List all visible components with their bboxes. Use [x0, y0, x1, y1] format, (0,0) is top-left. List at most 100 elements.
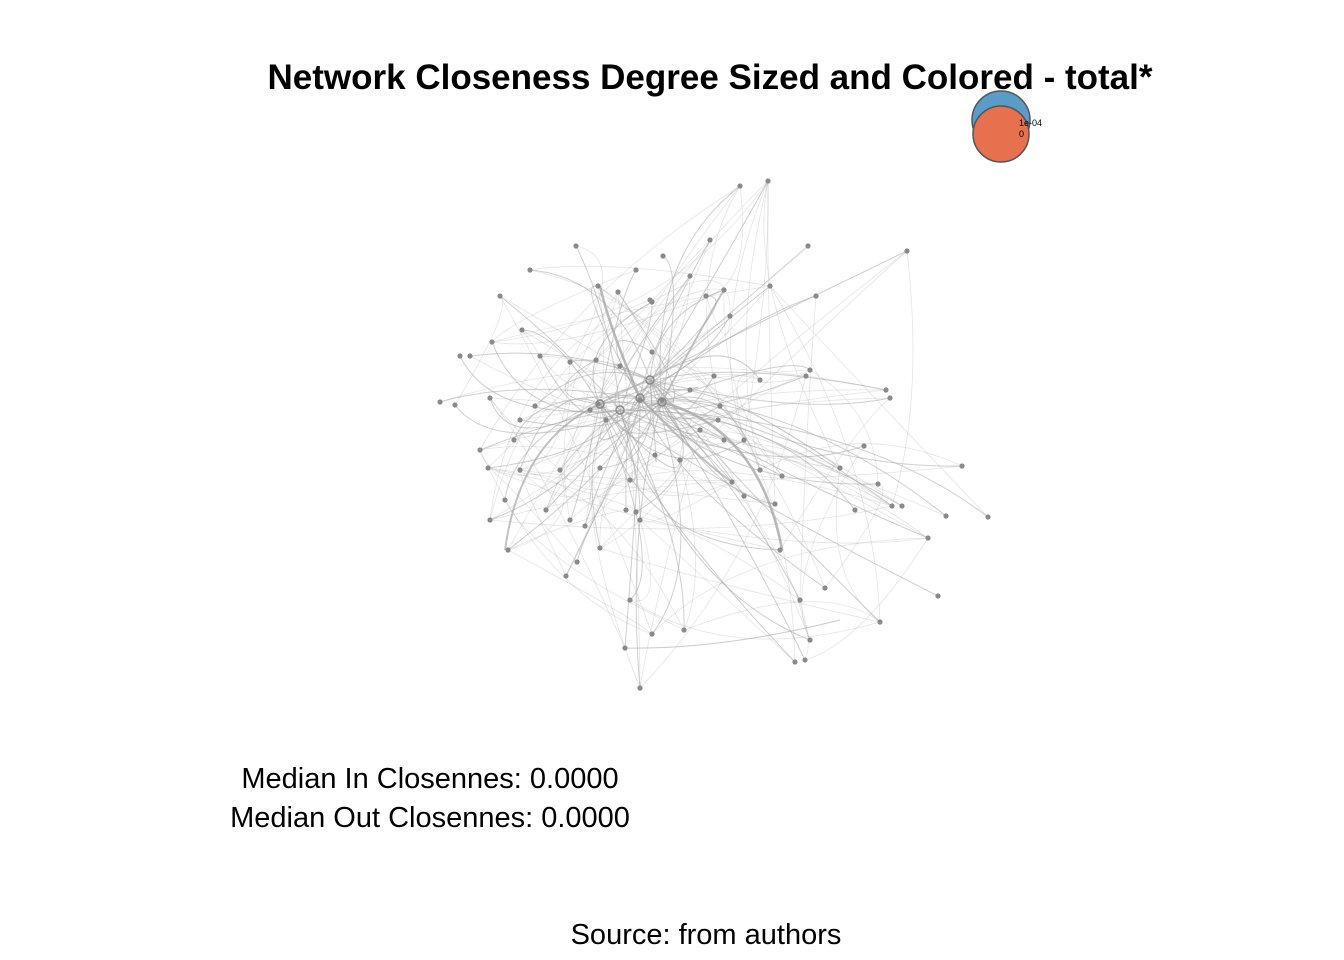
network-node: [899, 503, 905, 509]
network-node: [563, 573, 569, 579]
network-edge: [619, 409, 865, 458]
network-edge: [624, 397, 641, 649]
network-node: [511, 437, 517, 443]
network-edge: [519, 361, 571, 471]
network-edge: [599, 250, 908, 549]
network-node: [574, 559, 580, 565]
network-edge: [661, 401, 701, 435]
network-node: [527, 267, 533, 273]
network-node: [597, 545, 603, 551]
network-edge: [651, 279, 731, 317]
network-edge: [539, 355, 725, 441]
network-edge: [569, 359, 651, 381]
network-edge: [545, 419, 607, 511]
network-edge: [619, 409, 856, 511]
network-edge: [649, 295, 717, 381]
network-edge: [801, 445, 865, 641]
network-edge: [539, 355, 719, 421]
network-edge: [439, 366, 887, 403]
network-node: [792, 659, 798, 665]
network-node: [887, 395, 893, 401]
network-edge: [661, 255, 674, 403]
network-node: [627, 477, 633, 483]
network-edge: [651, 351, 903, 507]
network-node: [647, 297, 653, 303]
network-node: [883, 387, 889, 393]
network-edge: [563, 291, 619, 521]
network-node: [687, 387, 693, 393]
network-edge: [479, 449, 653, 635]
network-edge: [539, 355, 621, 419]
network-edge: [861, 483, 893, 507]
network-edge: [591, 409, 621, 549]
network-edge: [769, 285, 989, 518]
network-node: [737, 183, 743, 189]
network-node: [925, 535, 931, 541]
network-edge: [719, 405, 796, 663]
network-edge: [513, 396, 663, 441]
network-edge: [649, 379, 682, 635]
network-edge: [629, 599, 881, 640]
network-edge: [649, 289, 725, 381]
network-node: [505, 547, 511, 553]
network-node: [623, 507, 629, 513]
network-edge: [651, 537, 929, 635]
network-node: [532, 403, 538, 409]
network-node: [802, 657, 808, 663]
network-edge: [576, 401, 663, 563]
network-node: [822, 585, 828, 591]
network-edge: [559, 389, 887, 471]
network-edge: [491, 289, 725, 345]
network-edge: [613, 363, 663, 403]
network-edge: [723, 439, 947, 517]
network-node: [593, 357, 599, 363]
network-edge: [639, 481, 733, 523]
network-edge: [519, 469, 567, 577]
network-node: [805, 243, 811, 249]
network-edge: [589, 403, 608, 411]
network-node: [582, 523, 588, 529]
network-edge: [504, 403, 601, 551]
network-edge: [454, 295, 503, 406]
network-edge: [499, 295, 653, 635]
network-edge: [519, 465, 963, 482]
network-node: [567, 359, 573, 365]
network-edge: [569, 369, 811, 521]
network-edge: [705, 295, 731, 336]
network-node: [861, 443, 867, 449]
network-node: [637, 517, 643, 523]
network-node: [711, 373, 717, 379]
network-edge: [479, 449, 561, 476]
network-edge: [619, 409, 685, 631]
network-node: [721, 287, 727, 293]
page-title: Network Closeness Degree Sized and Color…: [267, 58, 1153, 97]
network-hub-node: [657, 397, 667, 407]
network-edge: [635, 401, 663, 689]
network-node: [573, 243, 579, 249]
network-edge: [661, 289, 725, 403]
network-node: [437, 399, 443, 405]
network-node: [537, 353, 543, 359]
network-edge: [519, 397, 891, 471]
network-node: [567, 517, 573, 523]
network-hub-node: [615, 405, 625, 415]
network-edge: [469, 355, 841, 469]
network-edge: [639, 519, 796, 663]
network-edge: [597, 285, 783, 477]
network-edge: [649, 379, 891, 405]
network-edge: [491, 269, 637, 343]
network-edge: [589, 403, 641, 689]
network-edge: [639, 429, 701, 689]
network-edge: [599, 403, 643, 601]
network-node: [633, 509, 639, 515]
network-edge: [723, 289, 783, 477]
network-edge: [599, 401, 903, 507]
network-edge: [491, 180, 769, 343]
network-node: [985, 514, 991, 520]
network-edge: [891, 250, 914, 507]
network-edge: [519, 469, 685, 631]
network-node: [807, 367, 813, 373]
network-edge: [507, 549, 653, 635]
network-edge: [589, 373, 761, 411]
